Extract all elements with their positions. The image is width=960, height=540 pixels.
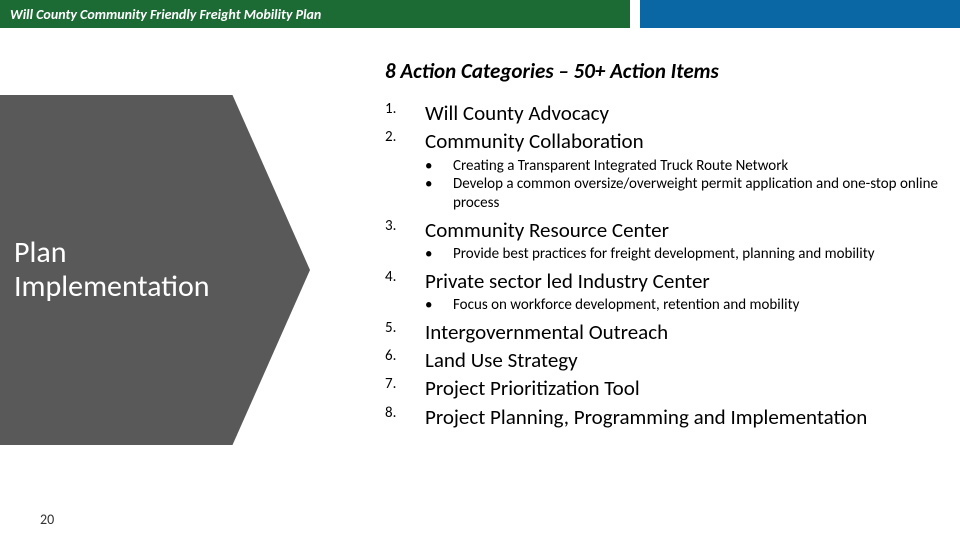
list-item-text: Intergovernmental Outreach: [425, 319, 668, 345]
list-item-text: Community Resource Center: [425, 217, 669, 243]
list-item-text: Land Use Strategy: [425, 347, 578, 373]
list-item-number: 3.: [385, 217, 425, 243]
list-item: 7.Project Prioritization Tool: [385, 375, 940, 401]
list-item-number: 8.: [385, 404, 425, 430]
header-bar-blue: [640, 0, 960, 28]
header-bar-green: Will County Community Friendly Freight M…: [0, 0, 630, 28]
sub-list-item-text: Creating a Transparent Integrated Truck …: [453, 157, 940, 176]
section-chevron: Plan Implementation: [0, 95, 310, 445]
sub-list: •Focus on workforce development, retenti…: [425, 296, 940, 315]
list-heading: 8 Action Categories – 50+ Action Items: [385, 58, 719, 84]
list-item: 4.Private sector led Industry Center: [385, 268, 940, 294]
list-item: 1.Will County Advocacy: [385, 100, 940, 126]
header-title: Will County Community Friendly Freight M…: [10, 6, 321, 23]
list-item: 5.Intergovernmental Outreach: [385, 319, 940, 345]
sub-list-item-text: Develop a common oversize/overweight per…: [453, 175, 940, 213]
list-item: 3.Community Resource Center: [385, 217, 940, 243]
bullet-icon: •: [425, 175, 453, 213]
list-item: 2.Community Collaboration: [385, 128, 940, 154]
section-label: Plan Implementation: [0, 236, 250, 305]
list-item: 8.Project Planning, Programming and Impl…: [385, 404, 940, 430]
sub-list-item: •Develop a common oversize/overweight pe…: [425, 175, 940, 213]
bullet-icon: •: [425, 157, 453, 176]
list-item-number: 1.: [385, 100, 425, 126]
list-item-number: 2.: [385, 128, 425, 154]
list-item-text: Community Collaboration: [425, 128, 644, 154]
sub-list-item: •Focus on workforce development, retenti…: [425, 296, 940, 315]
sub-list-item-text: Provide best practices for freight devel…: [453, 245, 940, 264]
page-number: 20: [40, 511, 54, 528]
list-item-text: Will County Advocacy: [425, 100, 609, 126]
list-item: 6.Land Use Strategy: [385, 347, 940, 373]
sub-list-item-text: Focus on workforce development, retentio…: [453, 296, 940, 315]
ordered-list: 1.Will County Advocacy2.Community Collab…: [385, 100, 940, 430]
list-item-text: Project Prioritization Tool: [425, 375, 640, 401]
bullet-icon: •: [425, 245, 453, 264]
list-item-text: Project Planning, Programming and Implem…: [425, 404, 867, 430]
list-item-number: 5.: [385, 319, 425, 345]
slide: Will County Community Friendly Freight M…: [0, 0, 960, 540]
bullet-icon: •: [425, 296, 453, 315]
sub-list: •Provide best practices for freight deve…: [425, 245, 940, 264]
sub-list-item: •Creating a Transparent Integrated Truck…: [425, 157, 940, 176]
content-list: 1.Will County Advocacy2.Community Collab…: [385, 100, 940, 432]
list-item-text: Private sector led Industry Center: [425, 268, 710, 294]
list-item-number: 4.: [385, 268, 425, 294]
list-item-number: 6.: [385, 347, 425, 373]
list-item-number: 7.: [385, 375, 425, 401]
sub-list-item: •Provide best practices for freight deve…: [425, 245, 940, 264]
sub-list: •Creating a Transparent Integrated Truck…: [425, 157, 940, 213]
